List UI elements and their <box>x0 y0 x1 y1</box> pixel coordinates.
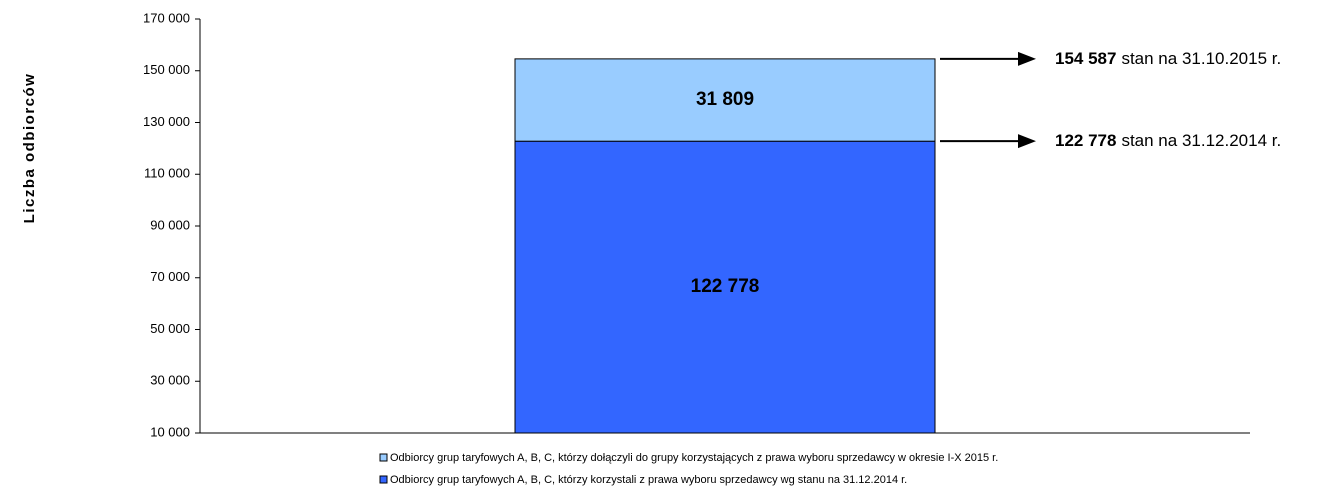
legend-label: Odbiorcy grup taryfowych A, B, C, którzy… <box>390 452 998 464</box>
y-tick-label: 170 000 <box>143 10 190 25</box>
y-tick-label: 30 000 <box>150 373 190 388</box>
annotation-text: stan na 31.12.2014 r. <box>1121 132 1281 151</box>
annotation: 122 778 stan na 31.12.2014 r. <box>1055 132 1281 151</box>
data-label: 31 809 <box>696 89 754 110</box>
bar-segment <box>514 58 936 142</box>
bar-segment <box>514 140 936 434</box>
data-label: 122 778 <box>691 276 760 297</box>
y-tick-label: 50 000 <box>150 321 190 336</box>
legend-swatch <box>379 475 388 484</box>
legend-label: Odbiorcy grup taryfowych A, B, C, którzy… <box>390 474 907 486</box>
annotation-value: 122 778 <box>1055 132 1116 151</box>
y-axis-label: Liczba odbiorców <box>21 73 38 224</box>
arrow-head <box>1018 51 1036 66</box>
y-tick-label: 70 000 <box>150 269 190 284</box>
annotation-text: stan na 31.10.2015 r. <box>1121 49 1281 68</box>
y-tick-label: 10 000 <box>150 424 190 439</box>
y-tick-label: 90 000 <box>150 217 190 232</box>
y-tick-label: 130 000 <box>143 114 190 129</box>
y-tick-label: 110 000 <box>144 166 190 181</box>
annotation: 154 587 stan na 31.10.2015 r. <box>1055 49 1281 68</box>
legend-swatch <box>379 453 388 462</box>
arrow-head <box>1018 134 1036 149</box>
y-tick-label: 150 000 <box>143 62 190 77</box>
annotation-value: 154 587 <box>1055 49 1116 68</box>
